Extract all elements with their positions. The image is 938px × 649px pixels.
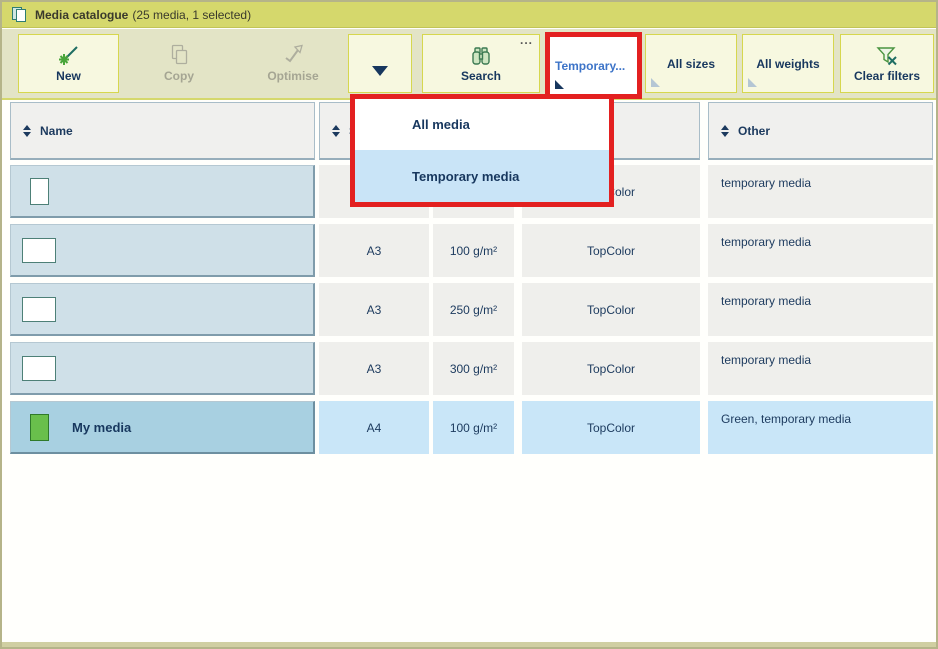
copy-icon	[169, 44, 189, 66]
search-button-label: Search	[460, 69, 502, 83]
weight-cell[interactable]: 250 g/m²	[433, 283, 514, 336]
copy-button[interactable]: Copy	[129, 34, 229, 93]
sort-icon	[332, 124, 340, 137]
new-icon	[58, 44, 80, 66]
clear-filters-button[interactable]: Clear filters	[840, 34, 934, 93]
media-color-swatch	[22, 237, 56, 263]
all-weights-filter-button[interactable]: All weights	[742, 34, 834, 93]
copy-button-label: Copy	[164, 69, 194, 83]
other-cell[interactable]: temporary media	[708, 224, 933, 277]
type-cell[interactable]: TopColor	[522, 224, 700, 277]
type-cell[interactable]: TopColor	[522, 342, 700, 395]
search-button[interactable]: ... Search	[422, 33, 540, 93]
column-header-other-label: Other	[738, 123, 771, 138]
sort-icon	[23, 124, 31, 137]
media-color-swatch-green	[29, 413, 49, 441]
title-bar: Media catalogue (25 media, 1 selected)	[2, 2, 936, 28]
column-header-name-label: Name	[40, 123, 73, 138]
window-bottom-edge	[2, 642, 936, 647]
other-cell[interactable]: temporary media	[708, 342, 933, 395]
filter-corner-icon	[748, 78, 757, 87]
other-cell[interactable]: temporary media	[708, 283, 933, 336]
temporary-filter-button-annotation: Temporary...	[545, 32, 642, 99]
sort-icon	[721, 124, 729, 137]
media-swatch-slot	[19, 177, 59, 205]
size-cell[interactable]: A3	[319, 283, 429, 336]
toolbar: New Copy Optimise ...	[2, 29, 936, 100]
dropdown-item-temporary-media[interactable]: Temporary media	[355, 150, 609, 202]
filter-corner-icon	[555, 80, 564, 89]
size-cell[interactable]: A3	[319, 224, 429, 277]
clear-filters-funnel-icon	[876, 44, 898, 66]
table-row-name-cell[interactable]	[10, 224, 315, 277]
type-cell[interactable]: TopColor	[522, 283, 700, 336]
all-sizes-label: All sizes	[666, 56, 716, 71]
new-button-label: New	[56, 69, 81, 83]
temporary-filter-button[interactable]: Temporary...	[555, 58, 626, 73]
more-actions-dropdown-button[interactable]	[348, 34, 412, 93]
clear-filters-label: Clear filters	[853, 69, 921, 83]
optimise-button[interactable]: Optimise	[243, 34, 343, 93]
media-swatch-slot	[19, 355, 59, 381]
window-title: Media catalogue	[35, 7, 129, 22]
weight-cell[interactable]: 100 g/m²	[433, 224, 514, 277]
media-filter-dropdown-annotation: All media Temporary media	[350, 94, 614, 207]
optimise-icon	[282, 44, 304, 66]
weight-cell[interactable]: 300 g/m²	[433, 342, 514, 395]
all-sizes-filter-button[interactable]: All sizes	[645, 34, 737, 93]
media-swatch-slot	[19, 413, 59, 441]
all-weights-label: All weights	[756, 56, 820, 71]
table-row-name-cell[interactable]	[10, 283, 315, 336]
type-cell[interactable]: TopColor	[522, 401, 700, 454]
dropdown-item-all-media[interactable]: All media	[412, 117, 470, 132]
media-swatch-slot	[19, 237, 59, 263]
other-cell[interactable]: temporary media	[708, 165, 933, 218]
media-catalogue-icon	[11, 6, 28, 23]
filter-corner-icon	[651, 78, 660, 87]
new-button[interactable]: New	[18, 34, 119, 93]
window-subtitle: (25 media, 1 selected)	[132, 7, 252, 22]
chevron-down-icon	[372, 65, 388, 76]
size-cell[interactable]: A3	[319, 342, 429, 395]
media-swatch-slot	[19, 296, 59, 322]
overflow-dots[interactable]: ...	[519, 33, 533, 47]
table-row-name-cell-selected[interactable]: My media	[10, 401, 315, 454]
search-binoculars-icon	[470, 44, 492, 66]
table-row-name-cell[interactable]	[10, 165, 315, 218]
optimise-button-label: Optimise	[267, 69, 319, 83]
column-header-name[interactable]: Name	[10, 102, 315, 160]
size-cell[interactable]: A4	[319, 401, 429, 454]
column-header-other[interactable]: Other	[708, 102, 933, 160]
weight-cell[interactable]: 100 g/m²	[433, 401, 514, 454]
media-name-label: My media	[72, 419, 132, 435]
table-row-name-cell[interactable]	[10, 342, 315, 395]
media-color-swatch	[29, 177, 49, 205]
media-color-swatch	[22, 296, 56, 322]
other-cell[interactable]: Green, temporary media	[708, 401, 933, 454]
media-color-swatch	[22, 355, 56, 381]
